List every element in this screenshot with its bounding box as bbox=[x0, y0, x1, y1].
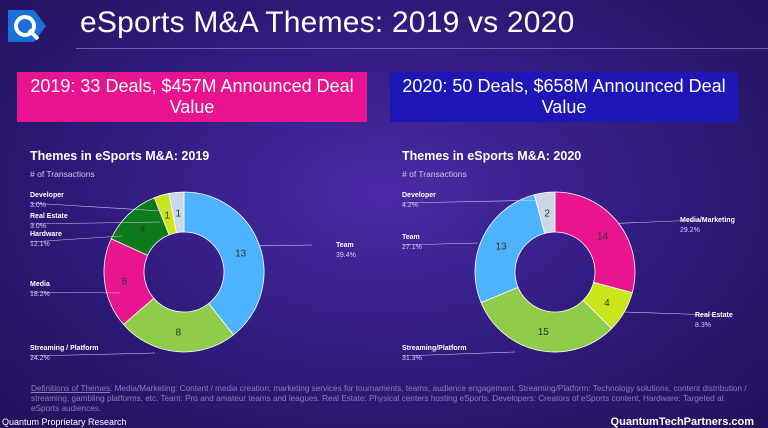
leader-line bbox=[29, 221, 161, 225]
leader-line bbox=[618, 219, 701, 224]
page-title: eSports M&A Themes: 2019 vs 2020 bbox=[80, 6, 575, 39]
slice-value-label: 1 bbox=[176, 208, 182, 219]
definitions-text: : Media/Marketing: Content / media creat… bbox=[31, 384, 747, 413]
donut-chart-1: Themes in eSports M&A: 2020 # of Transact… bbox=[401, 149, 735, 362]
slice-percent-label: 27.1% bbox=[402, 244, 422, 251]
slice-category-label: Media bbox=[30, 281, 50, 288]
slice-media-marketing bbox=[554, 191, 636, 294]
definitions-heading: Definitions of Themes bbox=[31, 384, 111, 393]
slice-value-label: 13 bbox=[235, 248, 247, 259]
slice-category-label: Real Estate bbox=[695, 312, 733, 319]
slice-percent-label: 12.1% bbox=[30, 241, 50, 248]
leader-line bbox=[401, 242, 479, 246]
slice-percent-label: 18.2% bbox=[30, 291, 50, 298]
slice-developer bbox=[168, 191, 185, 234]
leader-line bbox=[259, 244, 313, 247]
slice-percent-label: 31.3% bbox=[402, 355, 422, 362]
chart-subtitle: # of Transactions bbox=[30, 169, 95, 179]
leader-line bbox=[401, 199, 549, 204]
slice-team bbox=[474, 194, 546, 304]
leader-line bbox=[624, 311, 715, 316]
leader-line bbox=[29, 352, 156, 357]
footer-source: Quantum Proprietary Research bbox=[2, 417, 127, 427]
slice-value-label: 4 bbox=[604, 298, 610, 309]
chart-subtitle: # of Transactions bbox=[402, 169, 467, 179]
slice-category-label: Media/Marketing bbox=[680, 217, 735, 224]
slice-percent-label: 8.3% bbox=[695, 322, 711, 329]
title-divider bbox=[76, 48, 768, 49]
slice-value-label: 14 bbox=[597, 231, 609, 242]
slice-category-label: Streaming/Platform bbox=[402, 345, 467, 352]
leader-line bbox=[29, 202, 179, 213]
banner-2020: 2020: 50 Deals, $658M Announced Deal Val… bbox=[390, 72, 738, 122]
chart-title: Themes in eSports M&A: 2020 bbox=[402, 149, 581, 163]
banner-2019: 2019: 33 Deals, $457M Announced Deal Val… bbox=[17, 72, 367, 122]
slice-value-label: 13 bbox=[496, 241, 508, 252]
leader-line bbox=[29, 291, 121, 294]
slice-category-label: Streaming / Platform bbox=[30, 345, 98, 352]
slice-category-label: Team bbox=[402, 234, 420, 241]
quantum-logo-icon bbox=[8, 10, 46, 42]
donut-chart-0: Themes in eSports M&A: 2019 # of Transact… bbox=[29, 149, 356, 362]
slice-percent-label: 29.2% bbox=[680, 227, 700, 234]
slice-percent-label: 4.2% bbox=[402, 202, 418, 209]
slice-percent-label: 24.2% bbox=[30, 355, 50, 362]
slice-category-label: Developer bbox=[30, 192, 64, 199]
slice-streaming-platform bbox=[122, 297, 235, 353]
footer-website[interactable]: QuantumTechPartners.com bbox=[610, 416, 754, 428]
slice-streaming-platform bbox=[480, 286, 613, 353]
leader-line bbox=[401, 351, 516, 357]
slice-category-label: Hardware bbox=[30, 231, 62, 238]
slice-value-label: 15 bbox=[538, 327, 550, 338]
slice-value-label: 6 bbox=[122, 277, 128, 288]
slice-percent-label: 3.0% bbox=[30, 202, 46, 209]
slice-category-label: Developer bbox=[402, 192, 436, 199]
slice-percent-label: 3.0% bbox=[30, 223, 46, 230]
slice-value-label: 8 bbox=[176, 328, 182, 339]
slice-developer bbox=[533, 191, 556, 234]
slice-percent-label: 39.4% bbox=[336, 252, 356, 259]
slice-category-label: Team bbox=[336, 242, 354, 249]
definitions-note: Definitions of Themes: Media/Marketing: … bbox=[31, 384, 751, 414]
slice-value-label: 1 bbox=[164, 210, 170, 221]
chart-title: Themes in eSports M&A: 2019 bbox=[30, 149, 209, 163]
slice-category-label: Real Estate bbox=[30, 213, 68, 220]
slice-value-label: 4 bbox=[140, 225, 146, 236]
slice-value-label: 2 bbox=[544, 209, 550, 220]
leader-line bbox=[29, 235, 123, 243]
slice-team bbox=[183, 191, 265, 336]
